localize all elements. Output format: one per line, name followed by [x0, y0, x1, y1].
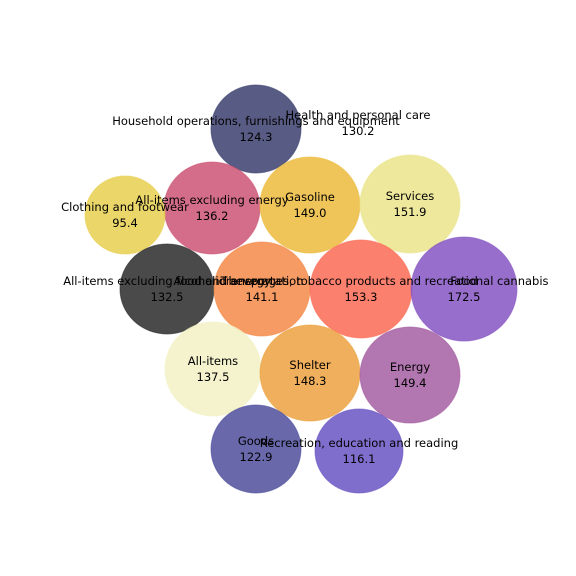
- bubble-value-health-and-personal-care: 130.2: [342, 124, 375, 138]
- bubble-clothing-and-footwear: [84, 175, 166, 255]
- bubble-value-shelter: 148.3: [294, 374, 327, 388]
- bubble-shelter: [259, 324, 361, 422]
- bubble-label-all-items: All-items: [188, 354, 238, 368]
- bubble-label-food: Food: [450, 274, 478, 288]
- bubble-label-clothing-and-footwear: Clothing and footwear: [61, 200, 189, 214]
- bubble-label-energy: Energy: [390, 360, 430, 374]
- bubble-value-all-items-excluding-food-and-energy: 132.5: [151, 290, 184, 304]
- bubble-value-energy: 149.4: [394, 376, 427, 390]
- bubble-transportation: [213, 241, 311, 337]
- bubble-value-food: 172.5: [448, 290, 481, 304]
- bubble-label-services: Services: [386, 189, 435, 203]
- bubble-energy: [359, 326, 461, 424]
- bubble-label-gasoline: Gasoline: [285, 190, 335, 204]
- bubble-label-goods: Goods: [238, 434, 274, 448]
- bubble-label-household-operations-furnishings-and-equipment: Household operations, furnishings and eq…: [112, 114, 400, 128]
- bubble-value-gasoline: 149.0: [294, 206, 327, 220]
- bubble-label-recreation-education-and-reading: Recreation, education and reading: [260, 436, 459, 450]
- bubble-value-alcoholic-beverages-tobacco-products-and-recreational-cannabis: 153.3: [345, 290, 378, 304]
- bubble-goods: [210, 404, 302, 494]
- bubble-value-goods: 122.9: [240, 450, 273, 464]
- bubble-label-all-items-excluding-food-and-energy: All-items excluding food and energy: [63, 274, 271, 288]
- bubble-value-recreation-education-and-reading: 116.1: [343, 452, 376, 466]
- bubble-value-transportation: 141.1: [246, 290, 279, 304]
- bubble-value-all-items-excluding-energy: 136.2: [196, 209, 229, 223]
- bubble-label-shelter: Shelter: [289, 358, 330, 372]
- bubble-food: [410, 236, 518, 342]
- bubble-value-household-operations-furnishings-and-equipment: 124.3: [240, 130, 273, 144]
- bubble-label-all-items-excluding-energy: All-items excluding energy: [135, 193, 288, 207]
- bubble-label-transportation: Transportation: [219, 274, 303, 288]
- bubble-recreation-education-and-reading: [314, 408, 404, 494]
- bubble-all-items-excluding-food-and-energy: [119, 243, 215, 335]
- bubble-all-items: [164, 321, 262, 417]
- bubble-services: [359, 154, 461, 254]
- bubble-alcoholic-beverages-tobacco-products-and-recreational-cannabis: [309, 239, 413, 339]
- bubble-value-all-items: 137.5: [197, 370, 230, 384]
- bubble-label-health-and-personal-care: Health and personal care: [286, 108, 431, 122]
- bubble-value-services: 151.9: [394, 205, 427, 219]
- bubble-label-alcoholic-beverages-tobacco-products-and-recreational-cannabis: Alcoholic beverages, tobacco products an…: [173, 274, 548, 288]
- bubble-household-operations-furnishings-and-equipment: [210, 84, 302, 174]
- bubble-value-clothing-and-footwear: 95.4: [112, 216, 138, 230]
